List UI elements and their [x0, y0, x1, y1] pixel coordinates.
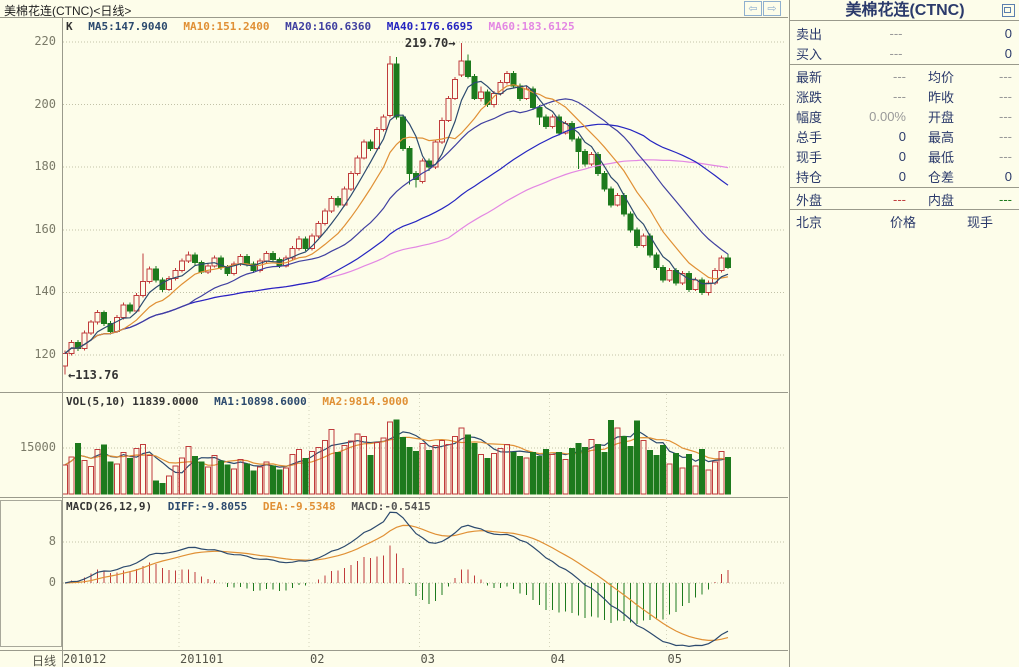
main-chart-legend: K MA5:147.9040 MA10:151.2400 MA20:160.63…	[66, 20, 584, 33]
period-label: 日线	[31, 654, 56, 667]
legend-macd-value: MACD:-0.5415	[351, 500, 431, 513]
candles-layer	[62, 42, 731, 375]
gridlines-layer	[63, 41, 786, 648]
quote-panel-title: 美棉花连(CTNC)	[790, 0, 1019, 21]
plot-left-border	[62, 18, 63, 667]
market-col-exchange: 北京	[796, 214, 823, 230]
volume-macd-divider	[0, 497, 788, 498]
volume-legend: VOL(5,10) 11839.0000 MA1:10898.6000 MA2:…	[66, 395, 418, 408]
sell-price-value: ---	[889, 25, 903, 41]
latest-value: ---	[893, 68, 906, 84]
quote-row-buy: 买入 --- 0	[790, 43, 1019, 63]
market-col-volume: 现手	[966, 214, 993, 230]
chart-titlebar: 美棉花连(CTNC)<日线> ⇦ ⇨	[0, 0, 788, 18]
outer-disk-label: 外盘	[796, 192, 823, 208]
legend-k: K	[66, 20, 73, 33]
market-col-price: 价格	[889, 214, 916, 230]
buy-label: 买入	[796, 46, 823, 62]
macd-legend: MACD(26,12,9) DIFF:-9.8055 DEA:-9.5348 M…	[66, 500, 440, 513]
quote-row-range: 幅度 0.00% 开盘 ---	[790, 106, 1019, 126]
high-label: 最高	[928, 129, 955, 145]
oi-change-value: 0	[1004, 168, 1012, 184]
legend-macd: MACD(26,12,9)	[66, 500, 153, 513]
latest-label: 最新	[796, 69, 823, 85]
total-volume-value: 0	[898, 128, 906, 144]
panel-separator	[790, 64, 1019, 65]
quote-row-open-interest: 持仓 0 仓差 0	[790, 166, 1019, 186]
buy-price-value: ---	[889, 45, 903, 61]
low-value: ---	[999, 148, 1012, 164]
volume-bars-layer	[62, 419, 731, 495]
macd-left-gutter-panel	[0, 500, 62, 647]
outer-disk-value: ---	[893, 191, 906, 207]
avg-price-value: ---	[999, 68, 1012, 84]
inner-disk-label: 内盘	[928, 192, 955, 208]
chart-title: 美棉花连(CTNC)<日线>	[4, 4, 132, 18]
legend-vol: VOL(5,10) 11839.0000	[66, 395, 199, 408]
high-value: ---	[999, 128, 1012, 144]
oi-change-label: 仓差	[928, 169, 955, 185]
change-value: ---	[893, 88, 906, 104]
legend-diff: DIFF:-9.8055	[167, 500, 248, 513]
legend-vol-ma2: MA2:9814.9000	[322, 395, 409, 408]
open-interest-label: 持仓	[796, 169, 823, 185]
sell-qty-value: 0	[1004, 25, 1012, 41]
low-label: 最低	[928, 149, 955, 165]
quote-row-current-volume: 现手 0 最低 ---	[790, 146, 1019, 166]
open-value: ---	[999, 108, 1012, 124]
total-volume-label: 总手	[796, 129, 823, 145]
restore-window-icon-inner	[1004, 7, 1011, 13]
legend-vol-ma1: MA1:10898.6000	[214, 395, 307, 408]
market-header-row: 北京 价格 现手	[790, 211, 1019, 231]
axis-divider	[0, 650, 788, 651]
legend-ma10: MA10:151.2400	[183, 20, 270, 33]
quote-row-total-volume: 总手 0 最高 ---	[790, 126, 1019, 146]
legend-ma40: MA40:176.6695	[386, 20, 473, 33]
inner-disk-value: ---	[999, 191, 1012, 207]
quote-row-sell: 卖出 --- 0	[790, 23, 1019, 43]
titlebar-divider	[0, 17, 788, 18]
next-arrow-icon[interactable]: ⇨	[763, 1, 781, 16]
current-volume-label: 现手	[796, 149, 823, 165]
restore-window-icon[interactable]	[1002, 4, 1015, 17]
legend-ma5: MA5:147.9040	[88, 20, 168, 33]
quote-row-disk: 外盘 --- 内盘 ---	[790, 189, 1019, 209]
quote-row-latest: 最新 --- 均价 ---	[790, 66, 1019, 86]
prev-close-value: ---	[999, 88, 1012, 104]
range-label: 幅度	[796, 109, 823, 125]
open-label: 开盘	[928, 109, 955, 125]
legend-ma20: MA20:160.6360	[285, 20, 372, 33]
panel-separator	[790, 187, 1019, 188]
open-interest-value: 0	[898, 168, 906, 184]
range-value: 0.00%	[869, 108, 906, 124]
prev-arrow-icon[interactable]: ⇦	[744, 1, 762, 16]
change-label: 涨跌	[796, 89, 823, 105]
current-volume-value: 0	[898, 148, 906, 164]
price-ma-lines	[64, 80, 729, 354]
legend-ma60: MA60:183.6125	[488, 20, 575, 33]
quote-panel: 美棉花连(CTNC) 卖出 --- 0 买入 --- 0 最新 --- 均价 -…	[789, 0, 1019, 667]
panel-separator	[790, 209, 1019, 210]
macd-lines-layer	[64, 511, 729, 648]
quote-row-change: 涨跌 --- 昨收 ---	[790, 86, 1019, 106]
sell-label: 卖出	[796, 26, 823, 42]
avg-price-label: 均价	[928, 69, 955, 85]
macd-histogram-layer	[71, 545, 729, 625]
buy-qty-value: 0	[1004, 45, 1012, 61]
prev-close-label: 昨收	[928, 89, 955, 105]
legend-dea: DEA:-9.5348	[262, 500, 336, 513]
main-volume-divider	[0, 392, 788, 393]
